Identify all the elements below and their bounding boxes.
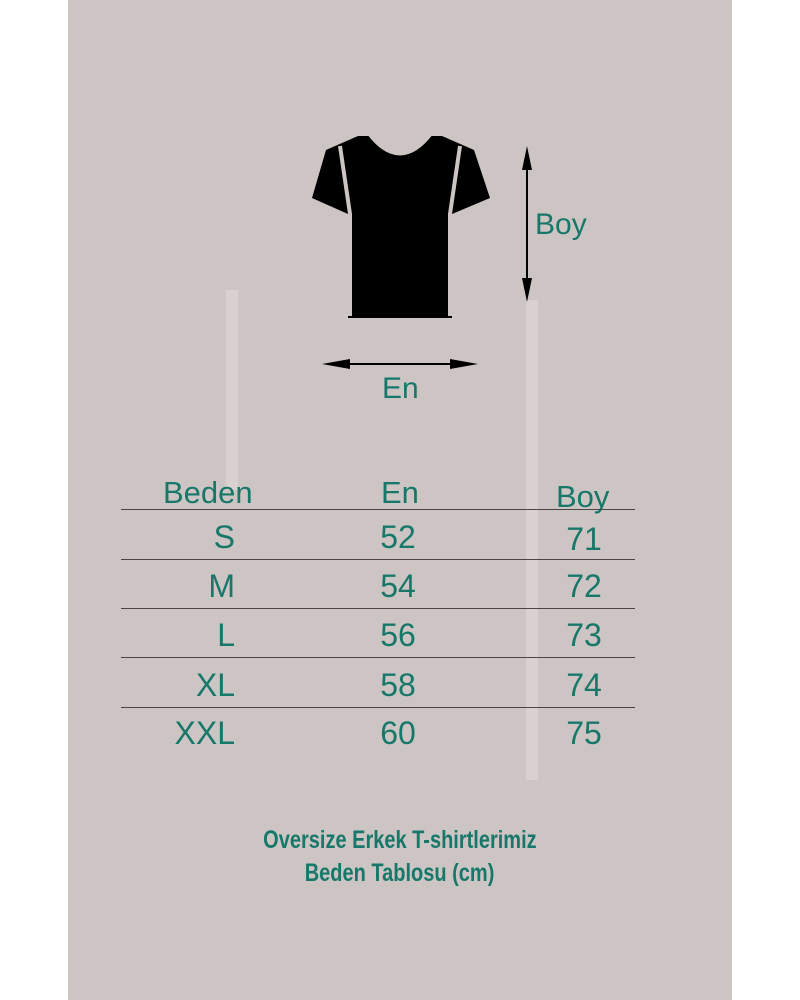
divider bbox=[121, 657, 635, 658]
size-cell: M bbox=[208, 568, 235, 604]
size-cell: XXL bbox=[174, 715, 235, 751]
en-cell: 60 bbox=[380, 715, 416, 751]
size-cell: XL bbox=[195, 667, 235, 703]
divider bbox=[121, 608, 635, 609]
width-arrow bbox=[322, 359, 478, 369]
boy-cell: 75 bbox=[566, 715, 602, 751]
boy-cell: 72 bbox=[566, 568, 602, 604]
header-boy: Boy bbox=[556, 479, 610, 514]
height-arrow bbox=[522, 146, 532, 302]
divider bbox=[121, 559, 635, 560]
header-beden: Beden bbox=[163, 475, 253, 510]
watermark-bar bbox=[226, 290, 238, 490]
boy-cell: 74 bbox=[566, 667, 602, 703]
width-label: En bbox=[382, 372, 419, 405]
watermark-bar bbox=[526, 300, 538, 780]
boy-cell: 73 bbox=[566, 617, 602, 653]
footer-title: Oversize Erkek T-shirtlerimiz bbox=[263, 826, 537, 854]
size-cell: L bbox=[217, 617, 235, 653]
size-cell: S bbox=[213, 519, 235, 555]
size-diagram bbox=[312, 132, 532, 369]
divider bbox=[121, 707, 635, 708]
en-cell: 58 bbox=[380, 667, 416, 703]
boy-cell: 71 bbox=[566, 521, 602, 557]
header-en: En bbox=[381, 475, 419, 510]
tshirt-icon bbox=[312, 132, 490, 318]
divider bbox=[121, 509, 635, 510]
en-cell: 52 bbox=[380, 519, 416, 555]
height-label: Boy bbox=[535, 208, 587, 241]
en-cell: 54 bbox=[380, 568, 416, 604]
en-cell: 56 bbox=[380, 617, 416, 653]
footer-subtitle: Beden Tablosu (cm) bbox=[305, 859, 495, 887]
